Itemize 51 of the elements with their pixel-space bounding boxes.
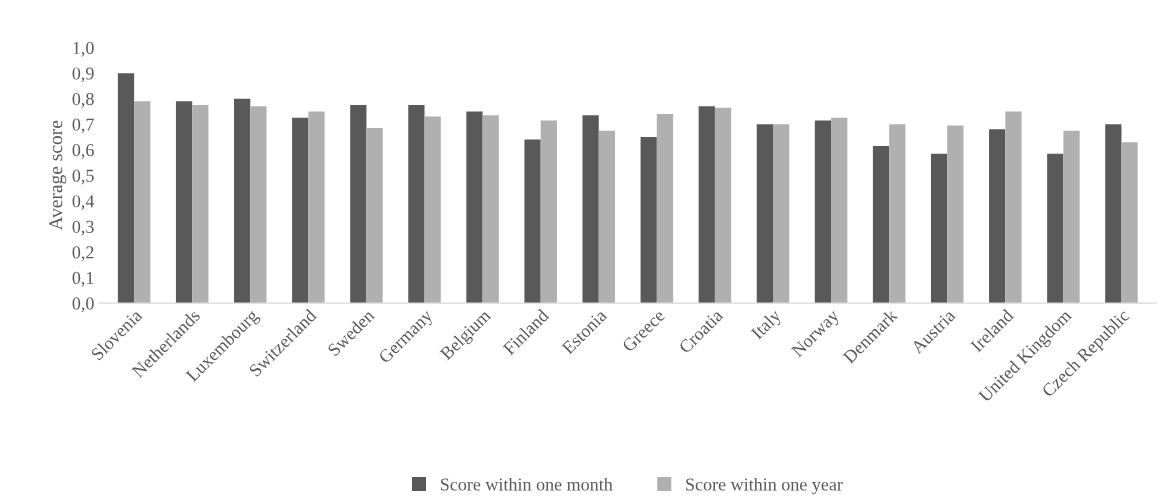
bar xyxy=(350,105,367,304)
y-tick-label: 0,3 xyxy=(72,220,94,236)
bar xyxy=(192,105,209,304)
y-tick-label: 0,2 xyxy=(72,246,94,262)
bar xyxy=(1121,142,1138,304)
bar xyxy=(814,120,832,304)
bar xyxy=(930,153,948,304)
y-tick-label: 0,4 xyxy=(72,195,95,210)
bar xyxy=(134,101,151,304)
bar xyxy=(947,125,964,304)
bar xyxy=(366,128,383,304)
bar xyxy=(117,73,135,304)
y-tick-label: 1,0 xyxy=(73,41,94,57)
bar xyxy=(582,115,599,304)
bar xyxy=(773,124,790,304)
bar xyxy=(540,120,557,304)
bar xyxy=(831,117,848,304)
bar xyxy=(698,106,715,304)
y-tick-label: 0,5 xyxy=(72,169,94,185)
bar xyxy=(1063,130,1080,304)
legend-label: Score within one month xyxy=(440,477,613,491)
bar xyxy=(598,130,616,304)
y-tick-label: 0,1 xyxy=(72,271,94,287)
bar xyxy=(1005,111,1022,304)
bar xyxy=(889,124,906,304)
bar xyxy=(1047,153,1064,304)
bar xyxy=(524,139,541,304)
bar xyxy=(234,98,251,304)
bar xyxy=(466,111,483,304)
y-tick-label: 0,9 xyxy=(72,67,94,83)
bar xyxy=(756,124,773,304)
bar xyxy=(292,117,309,304)
bar xyxy=(424,116,441,304)
legend-label: Score within one year xyxy=(686,477,843,495)
bar xyxy=(656,114,674,304)
bar xyxy=(714,107,732,304)
bar xyxy=(1105,124,1122,304)
bar xyxy=(482,115,499,304)
bar xyxy=(872,145,890,304)
bar xyxy=(408,105,425,304)
bar xyxy=(175,101,193,304)
x-tick-label: Italy xyxy=(750,308,785,343)
y-tick-label: 0,8 xyxy=(72,92,94,108)
y-tick-label: 0,6 xyxy=(72,144,94,159)
y-axis-title: Average score xyxy=(49,120,67,231)
bar xyxy=(250,106,267,304)
y-tick-label: 0,0 xyxy=(72,297,94,313)
bar xyxy=(308,111,325,304)
bar xyxy=(989,129,1006,304)
bar xyxy=(640,137,657,304)
y-tick-label: 0,7 xyxy=(72,118,94,134)
